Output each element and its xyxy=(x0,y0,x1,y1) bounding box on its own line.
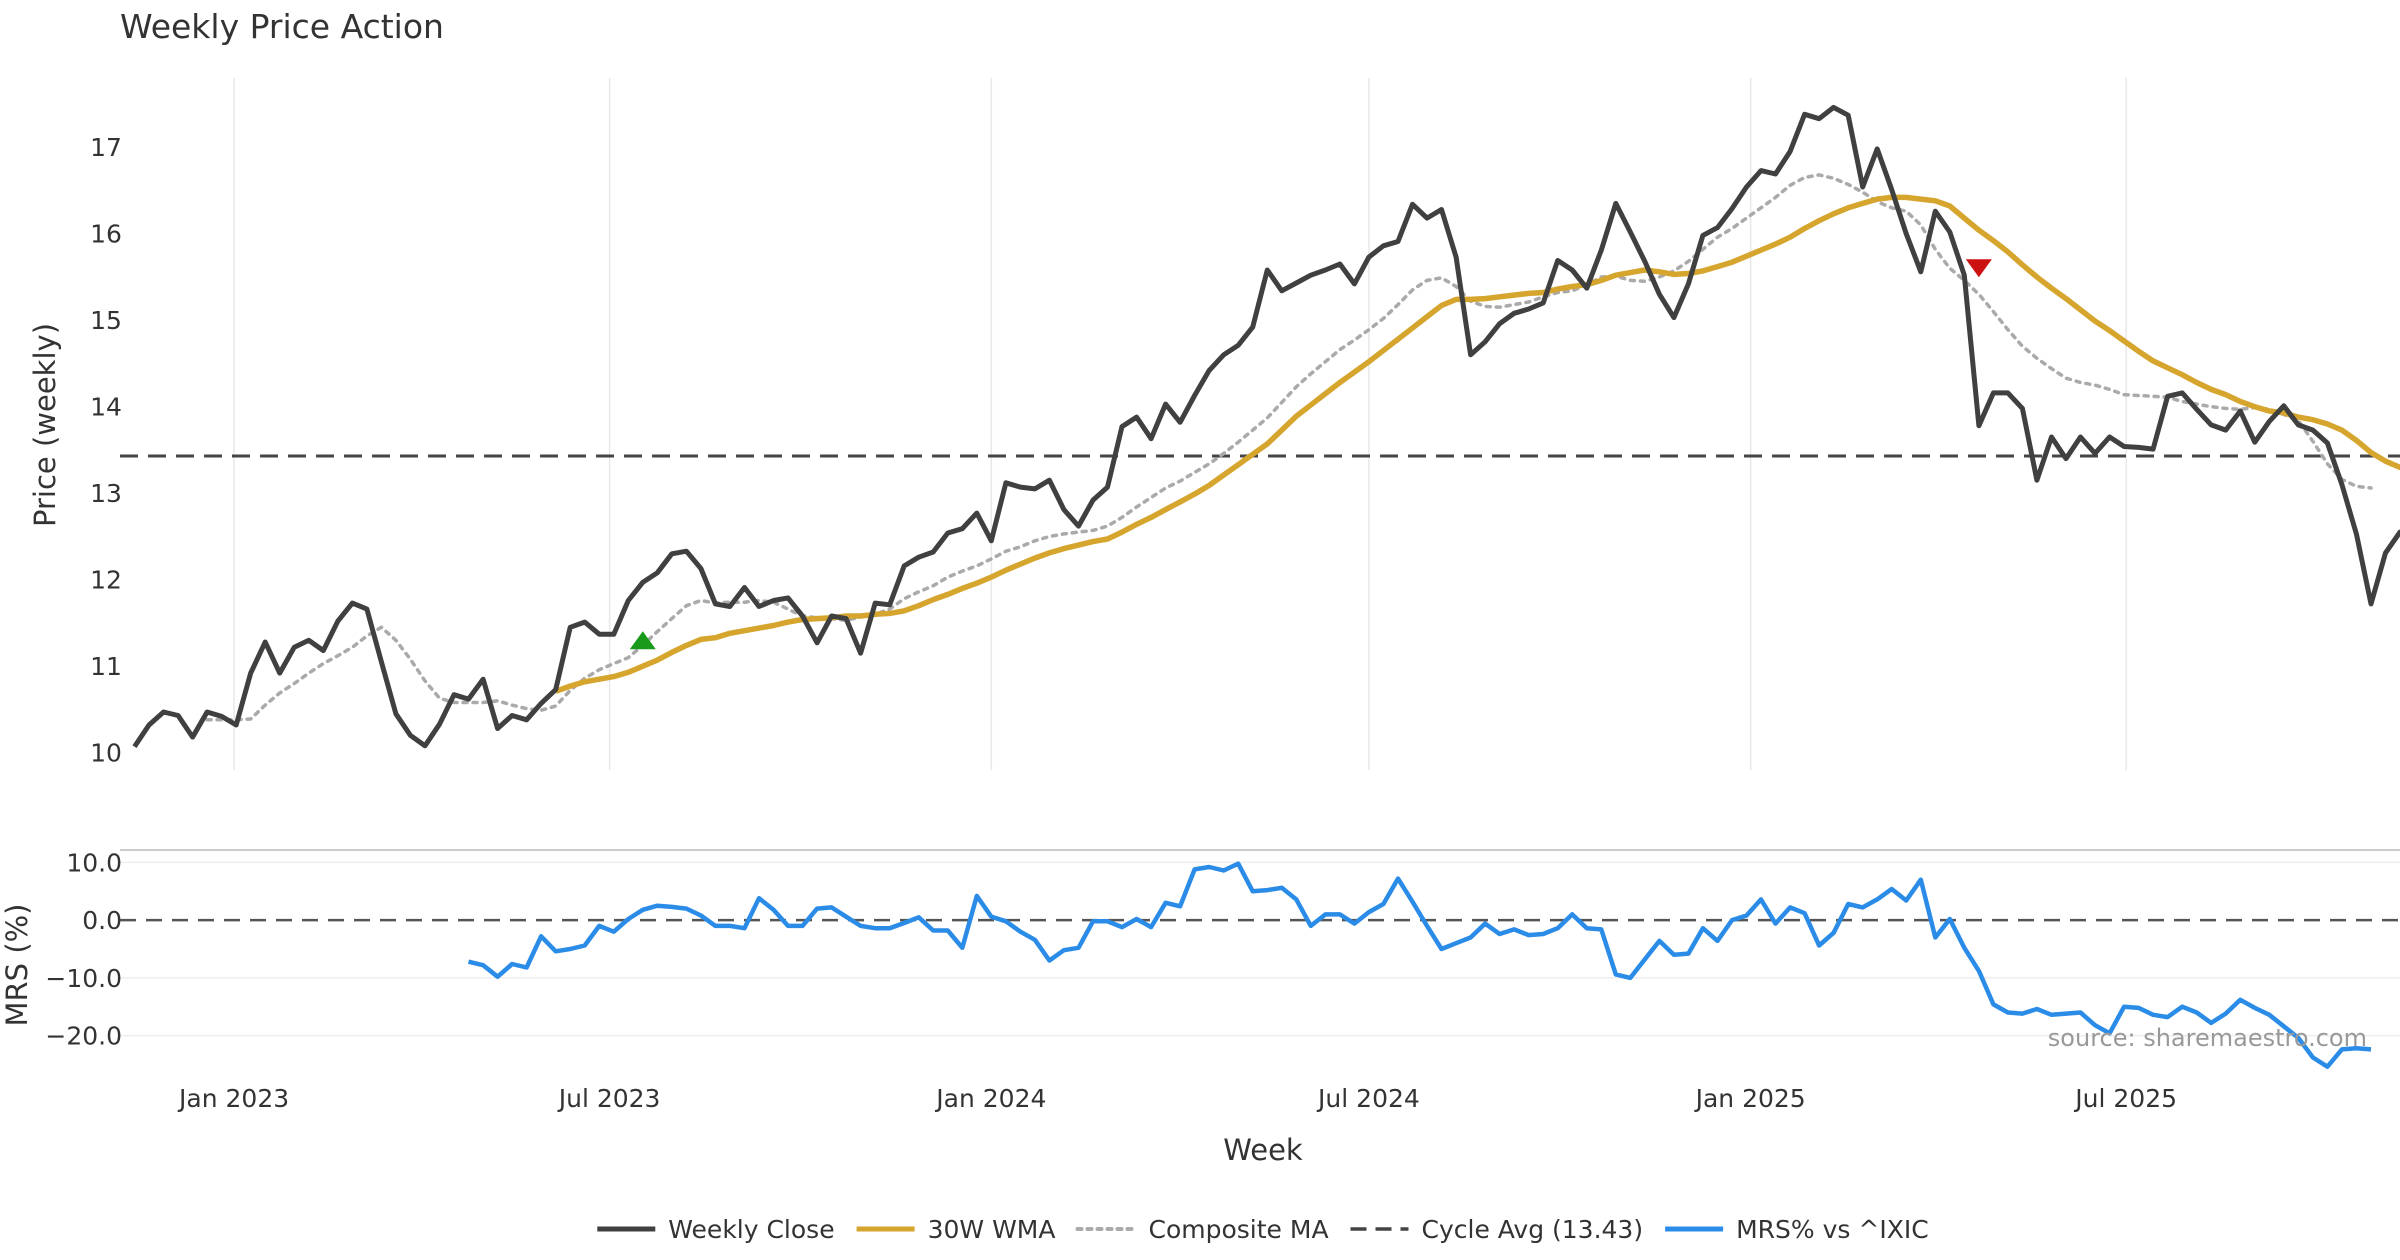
x-tick-label: Jan 2025 xyxy=(1694,1084,1806,1113)
legend-label: Weekly Close xyxy=(668,1215,834,1244)
mrs-panel: 10.0 0.0 −10.0 −20.0 xyxy=(45,848,2400,1069)
buy-signal-marker xyxy=(629,631,656,650)
sell-signal-marker xyxy=(1965,259,1992,278)
composite-ma-line xyxy=(205,173,2373,722)
legend-label: MRS% vs ^IXIC xyxy=(1736,1215,1929,1244)
price-y-tick-label: 16 xyxy=(90,220,122,249)
price-y-axis-label: Price (weekly) xyxy=(28,323,62,527)
legend-item: Cycle Avg (13.43) xyxy=(1350,1215,1644,1244)
mrs-y-tick-label: −20.0 xyxy=(45,1022,122,1051)
price-y-tick-label: 10 xyxy=(90,739,122,768)
x-tick-label: Jan 2023 xyxy=(177,1084,289,1113)
30w-wma-line xyxy=(554,194,2400,694)
mrs-y-tick-label: −10.0 xyxy=(45,964,122,993)
price-y-tick-label: 15 xyxy=(90,306,122,335)
x-axis-ticks: Jan 2023 Jul 2023 Jan 2024 Jul 2024 Jan 2025… xyxy=(177,1084,2177,1113)
price-panel: 10 11 12 13 14 15 16 17 xyxy=(90,104,2400,768)
chart-title: Weekly Price Action xyxy=(120,7,444,46)
x-tick-label: Jul 2023 xyxy=(557,1084,661,1113)
mrs-line xyxy=(467,861,2372,1069)
mrs-y-axis-label: MRS (%) xyxy=(0,904,34,1027)
legend: Weekly Close 30W WMA Composite MA Cycle Avg… xyxy=(597,1215,1929,1244)
legend-item: Weekly Close xyxy=(597,1215,835,1244)
weekly-close-line xyxy=(132,104,2400,749)
legend-label: Cycle Avg (13.43) xyxy=(1422,1215,1644,1244)
vertical-grid xyxy=(233,78,2127,770)
watermark: source: sharemaestro.com xyxy=(2048,1024,2367,1052)
price-y-tick-label: 12 xyxy=(90,566,122,595)
legend-label: 30W WMA xyxy=(928,1215,1056,1244)
legend-item: MRS% vs ^IXIC xyxy=(1665,1215,1929,1244)
x-tick-label: Jul 2024 xyxy=(1316,1084,1420,1113)
price-y-tick-label: 13 xyxy=(90,479,122,508)
x-axis-label: Week xyxy=(1223,1133,1303,1167)
legend-label: Composite MA xyxy=(1149,1215,1329,1244)
legend-item: 30W WMA xyxy=(856,1215,1056,1244)
price-y-tick-label: 11 xyxy=(90,652,122,681)
price-y-tick-label: 14 xyxy=(90,393,122,422)
x-tick-label: Jul 2025 xyxy=(2073,1084,2177,1113)
mrs-y-tick-label: 0.0 xyxy=(82,906,122,935)
legend-item: Composite MA xyxy=(1075,1215,1329,1244)
mrs-y-tick-label: 10.0 xyxy=(66,848,122,877)
price-y-tick-label: 17 xyxy=(90,133,122,162)
x-tick-label: Jan 2024 xyxy=(934,1084,1046,1113)
